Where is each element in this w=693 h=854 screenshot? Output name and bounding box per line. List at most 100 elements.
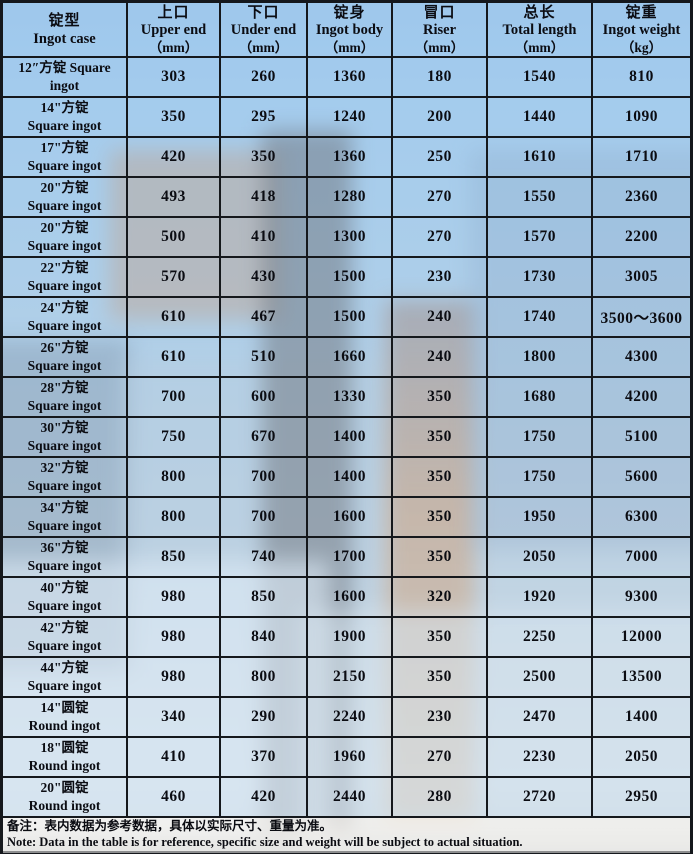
table-row: 18"圆锭 Round ingot 410 370 1960 270 2230 …: [3, 738, 690, 779]
table-row: 44"方锭 Square ingot 980 800 2150 350 2500…: [3, 658, 690, 699]
cell-upper-end: 800: [128, 458, 221, 497]
cell-under-end: 840: [221, 618, 308, 657]
cell-total-length: 2230: [488, 738, 593, 777]
cell-riser: 180: [393, 58, 488, 97]
cell-upper-end: 493: [128, 178, 221, 217]
row-label-line1: 44"方锭: [40, 660, 89, 676]
header-cell: 锭重 Ingot weight （kg）: [593, 3, 690, 57]
cell-ingot-weight: 9300: [593, 578, 690, 617]
table-row: 14"圆锭 Round ingot 340 290 2240 230 2470 …: [3, 698, 690, 739]
cell-under-end: 370: [221, 738, 308, 777]
cell-under-end: 700: [221, 458, 308, 497]
cell-under-end: 350: [221, 138, 308, 177]
row-label-line2: Square ingot: [27, 278, 102, 294]
row-label-line1: 20"圆锭: [40, 780, 89, 796]
cell-ingot-weight: 3005: [593, 258, 690, 297]
header-english-label: Ingot case: [33, 30, 96, 47]
row-label-line2: Round ingot: [28, 798, 101, 814]
header-english-label: Under end: [230, 22, 297, 39]
row-label-cell: 30"方锭 Square ingot: [3, 418, 128, 457]
cell-riser: 350: [393, 458, 488, 497]
cell-ingot-body: 1600: [308, 498, 393, 537]
header-chinese-label: 上口: [157, 5, 190, 21]
cell-riser: 250: [393, 138, 488, 177]
cell-under-end: 430: [221, 258, 308, 297]
cell-upper-end: 500: [128, 218, 221, 257]
cell-ingot-weight: 2360: [593, 178, 690, 217]
header-english-label: Ingot weight: [602, 22, 681, 39]
row-label-line1: 14"方锭: [40, 100, 89, 116]
table-row: 12″方锭 Square ingot 303 260 1360 180 1540…: [3, 58, 690, 99]
header-cell: 冒口 Riser （mm）: [393, 3, 488, 57]
cell-riser: 320: [393, 578, 488, 617]
cell-total-length: 1540: [488, 58, 593, 97]
cell-total-length: 1570: [488, 218, 593, 257]
cell-total-length: 1440: [488, 98, 593, 137]
cell-total-length: 1750: [488, 458, 593, 497]
row-label-cell: 42"方锭 Square ingot: [3, 618, 128, 657]
cell-total-length: 1550: [488, 178, 593, 217]
cell-upper-end: 610: [128, 338, 221, 377]
header-unit-label: （mm）: [148, 39, 199, 55]
row-label-line1: 34"方锭: [40, 500, 89, 516]
cell-ingot-weight: 7000: [593, 538, 690, 577]
header-chinese-label: 总长: [523, 5, 556, 21]
header-english-label: Total length: [502, 22, 577, 39]
cell-riser: 230: [393, 258, 488, 297]
cell-ingot-weight: 3500～3600: [593, 298, 690, 337]
cell-riser: 270: [393, 218, 488, 257]
cell-upper-end: 750: [128, 418, 221, 457]
cell-under-end: 740: [221, 538, 308, 577]
row-label-line1: 24"方锭: [40, 300, 89, 316]
cell-ingot-body: 1360: [308, 58, 393, 97]
row-label-line2: Square ingot: [27, 318, 102, 334]
table-row: 34"方锭 Square ingot 800 700 1600 350 1950…: [3, 498, 690, 539]
note-line-english: Note: Data in the table is for reference…: [7, 835, 523, 850]
cell-ingot-body: 2240: [308, 698, 393, 737]
row-label-line1: 40"方锭: [40, 580, 89, 596]
row-label-line1: 26"方锭: [40, 340, 89, 356]
cell-ingot-body: 1660: [308, 338, 393, 377]
header-unit-label: （mm）: [514, 39, 565, 55]
header-chinese-label: 锭重: [625, 5, 658, 21]
cell-total-length: 2500: [488, 658, 593, 697]
cell-ingot-weight: 1090: [593, 98, 690, 137]
cell-upper-end: 850: [128, 538, 221, 577]
cell-under-end: 420: [221, 778, 308, 817]
cell-upper-end: 350: [128, 98, 221, 137]
cell-ingot-body: 1400: [308, 458, 393, 497]
cell-upper-end: 420: [128, 138, 221, 177]
header-chinese-label: 锭身: [333, 5, 366, 21]
table-row: 40"方锭 Square ingot 980 850 1600 320 1920…: [3, 578, 690, 619]
row-label-cell: 22"方锭 Square ingot: [3, 258, 128, 297]
row-label-line1: 20"方锭: [40, 220, 89, 236]
note-line-chinese: 备注：表内数据为参考数据，具体以实际尺寸、重量为准。: [7, 819, 333, 834]
row-label-line1: 17"方锭: [40, 140, 89, 156]
table-row: 42"方锭 Square ingot 980 840 1900 350 2250…: [3, 618, 690, 659]
header-unit-label: （kg）: [620, 39, 663, 55]
cell-under-end: 260: [221, 58, 308, 97]
row-label-cell: 36"方锭 Square ingot: [3, 538, 128, 577]
table-row: 36"方锭 Square ingot 850 740 1700 350 2050…: [3, 538, 690, 579]
row-label-cell: 24"方锭 Square ingot: [3, 298, 128, 337]
cell-under-end: 295: [221, 98, 308, 137]
cell-ingot-body: 1600: [308, 578, 393, 617]
cell-under-end: 290: [221, 698, 308, 737]
header-unit-label: （mm）: [324, 39, 375, 55]
row-label-cell: 20"圆锭 Round ingot: [3, 778, 128, 817]
row-label-line1: 20"方锭: [40, 180, 89, 196]
table-row: 26"方锭 Square ingot 610 510 1660 240 1800…: [3, 338, 690, 379]
row-label-line2: Square ingot: [27, 158, 102, 174]
cell-under-end: 700: [221, 498, 308, 537]
row-label-cell: 44"方锭 Square ingot: [3, 658, 128, 697]
cell-total-length: 1740: [488, 298, 593, 337]
row-label-cell: 20"方锭 Square ingot: [3, 178, 128, 217]
cell-ingot-body: 1500: [308, 298, 393, 337]
row-label-cell: 20"方锭 Square ingot: [3, 218, 128, 257]
cell-riser: 350: [393, 418, 488, 457]
cell-upper-end: 303: [128, 58, 221, 97]
row-label-cell: 34"方锭 Square ingot: [3, 498, 128, 537]
row-label-cell: 32"方锭 Square ingot: [3, 458, 128, 497]
row-label-line2: Square ingot: [27, 118, 102, 134]
